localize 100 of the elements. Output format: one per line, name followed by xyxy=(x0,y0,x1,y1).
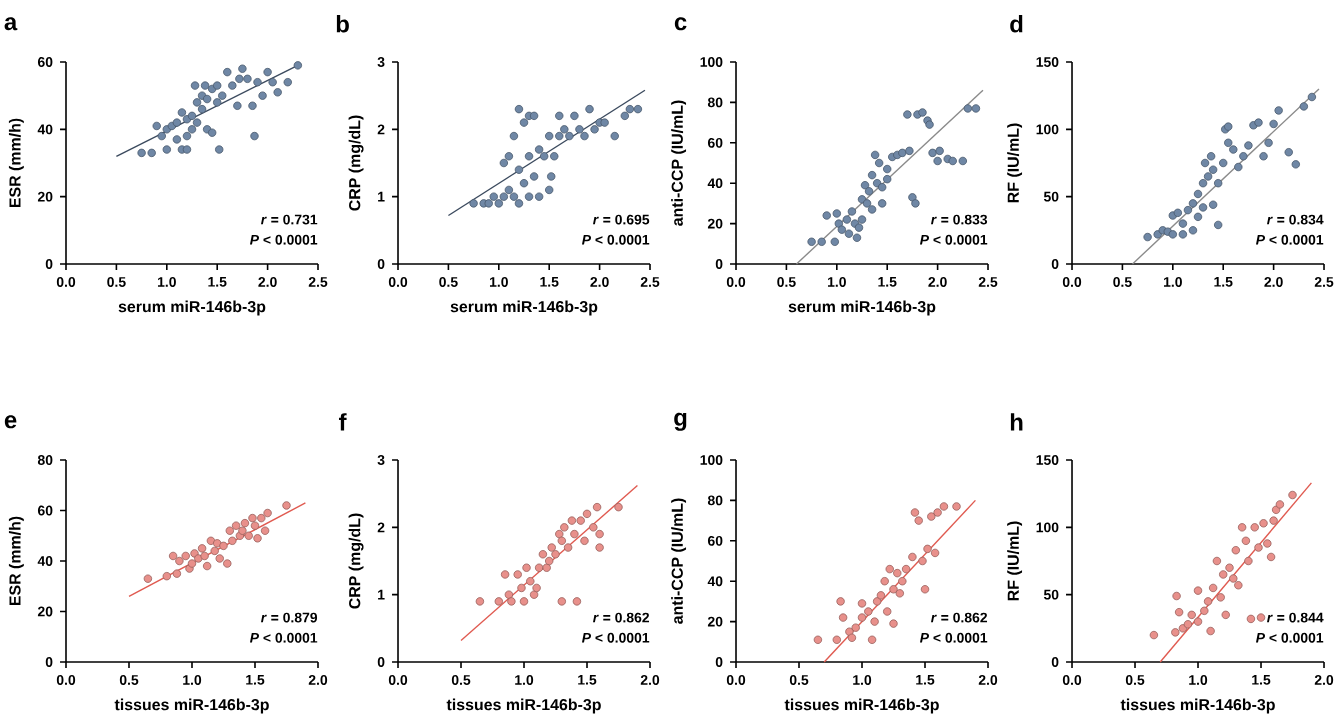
point xyxy=(1203,172,1213,181)
point xyxy=(580,131,589,141)
point xyxy=(1143,232,1152,242)
point xyxy=(519,118,529,127)
point xyxy=(522,563,531,572)
point xyxy=(585,104,594,114)
point xyxy=(563,543,573,552)
point xyxy=(550,152,559,161)
point xyxy=(883,174,892,184)
point xyxy=(1208,583,1218,593)
point xyxy=(555,131,564,141)
point xyxy=(1275,500,1285,509)
point xyxy=(248,513,257,523)
point xyxy=(513,570,522,579)
point xyxy=(1269,119,1278,129)
point xyxy=(469,199,478,208)
point xyxy=(952,502,961,511)
point xyxy=(187,559,197,568)
point xyxy=(1216,593,1225,602)
point xyxy=(1213,220,1223,230)
point xyxy=(1168,230,1177,239)
point xyxy=(1259,519,1268,528)
point xyxy=(202,94,212,104)
point xyxy=(1244,141,1253,150)
point xyxy=(137,148,146,158)
point xyxy=(282,501,291,510)
point xyxy=(838,613,848,622)
point xyxy=(200,551,209,561)
point xyxy=(524,152,534,161)
point xyxy=(213,539,222,548)
point xyxy=(1183,620,1193,629)
point xyxy=(570,111,579,121)
point xyxy=(582,509,592,519)
point xyxy=(1193,189,1203,199)
point xyxy=(182,145,192,154)
point xyxy=(1269,516,1278,525)
point xyxy=(228,536,237,545)
point xyxy=(633,104,643,114)
point xyxy=(1212,556,1222,566)
point xyxy=(920,585,930,594)
point xyxy=(1219,158,1228,168)
point xyxy=(499,192,509,201)
point xyxy=(837,225,847,234)
point xyxy=(560,125,569,134)
point xyxy=(834,219,844,228)
point xyxy=(832,209,841,218)
point xyxy=(876,591,886,600)
point xyxy=(1244,556,1253,566)
point xyxy=(1288,490,1297,500)
point xyxy=(883,607,892,616)
point xyxy=(514,165,524,174)
point xyxy=(519,597,529,606)
point xyxy=(1203,597,1213,606)
point xyxy=(1266,552,1276,562)
point xyxy=(200,81,210,90)
point xyxy=(817,237,826,246)
point xyxy=(228,81,237,90)
point xyxy=(620,111,629,121)
point xyxy=(509,131,519,141)
point xyxy=(565,131,574,141)
point xyxy=(484,199,493,208)
point xyxy=(244,531,253,540)
point xyxy=(545,556,554,566)
point xyxy=(187,125,197,134)
point xyxy=(893,568,902,578)
chart-title: h xyxy=(1010,413,1023,431)
point xyxy=(1259,152,1268,161)
point xyxy=(162,571,171,581)
point xyxy=(958,156,967,166)
point xyxy=(872,179,882,188)
point xyxy=(857,613,867,622)
point xyxy=(625,104,635,114)
chart-title: g xyxy=(674,412,687,431)
point xyxy=(172,569,182,578)
point xyxy=(1263,539,1272,548)
point xyxy=(870,617,879,626)
point xyxy=(547,543,556,552)
point xyxy=(874,158,884,168)
point xyxy=(181,551,190,561)
point xyxy=(500,570,510,579)
point xyxy=(1234,162,1243,172)
point xyxy=(830,237,839,246)
point xyxy=(175,556,184,566)
point xyxy=(1193,212,1203,222)
point xyxy=(807,237,816,246)
point xyxy=(1224,138,1233,147)
point xyxy=(845,627,854,636)
point xyxy=(215,145,224,154)
point xyxy=(545,131,554,141)
point xyxy=(532,583,541,593)
chart-title: f xyxy=(338,413,347,431)
point xyxy=(213,81,222,90)
point xyxy=(253,534,262,543)
point xyxy=(207,128,217,137)
point xyxy=(844,229,854,238)
point xyxy=(538,550,548,559)
point xyxy=(223,559,232,568)
chart-title: e xyxy=(4,415,17,429)
point xyxy=(1299,102,1309,111)
point xyxy=(499,158,509,168)
